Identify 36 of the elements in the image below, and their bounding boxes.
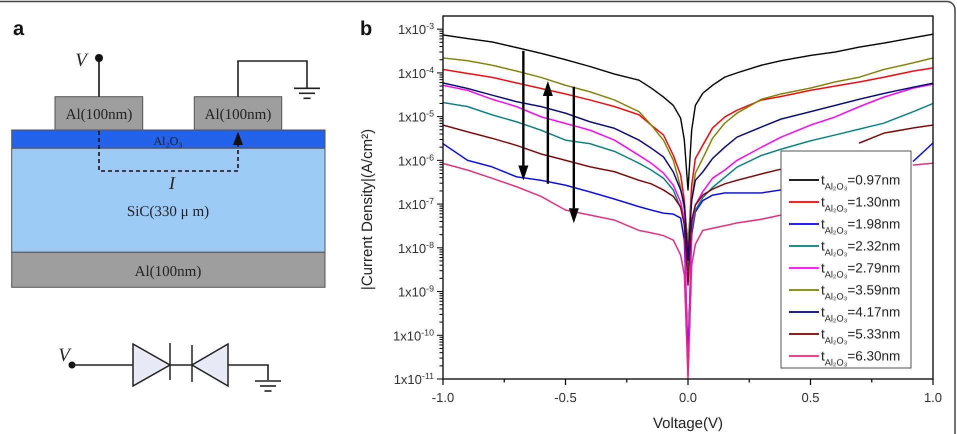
text: Al(100nm): [134, 264, 202, 280]
legend-label: t$_{Al₂O₃}$=2.32nm: [821, 238, 900, 258]
legend-label: t$_{Al₂O₃}$=2.79nm: [821, 260, 900, 280]
x-tick-label: -0.5: [554, 390, 577, 405]
legend-label: t$_{Al₂O₃}$=3.59nm: [821, 282, 900, 302]
y-tick-label: 1x10$^{-5}$: [398, 108, 434, 125]
y-tick-label: 1x10$^{-8}$: [398, 240, 434, 256]
x-tick-label: 1.0: [924, 390, 942, 405]
text: Al₂O₃: [153, 134, 183, 148]
text: V: [75, 50, 90, 71]
y-tick-label: 1x10$^{-3}$: [398, 21, 434, 38]
legend-label: t$_{Al₂O₃}$=6.30nm: [821, 348, 900, 368]
legend-label: t$_{Al₂O₃}$=1.98nm: [821, 216, 900, 236]
text: a: [13, 18, 25, 40]
y-axis-title: |Current Density|(A/cm²): [359, 128, 376, 290]
text: I: [168, 173, 176, 193]
legend-label: t$_{Al₂O₃}$=1.30nm: [821, 194, 900, 214]
text: Al(100nm): [66, 107, 132, 123]
chart-title: b: [360, 18, 372, 40]
x-tick-label: 0.5: [801, 390, 820, 405]
y-tick-label: 1x10$^{-4}$: [398, 64, 434, 81]
legend-label: t$_{Al₂O₃}$=4.17nm: [821, 304, 900, 324]
y-tick-label: 1x10$^{-7}$: [398, 196, 434, 212]
line-series: [442, 102, 934, 271]
text: Al(100nm): [204, 107, 272, 123]
text: V: [58, 345, 72, 366]
y-tick-label: 1x10$^{-6}$: [398, 152, 434, 168]
legend-label: t$_{Al₂O₃}$=0.97nm: [821, 172, 900, 192]
text: SiC(330 μ m): [126, 204, 210, 220]
x-tick-label: -1.0: [432, 390, 454, 405]
x-axis-title: Voltage(V): [652, 415, 724, 432]
y-tick-label: 1x10$^{-10}$: [393, 327, 434, 344]
y-tick-label: 1x10$^{-9}$: [398, 284, 434, 300]
y-tick-label: 1x10$^{-11}$: [394, 371, 434, 387]
x-tick-label: 0.0: [678, 390, 698, 405]
legend-label: t$_{Al₂O₃}$=5.33nm: [821, 326, 900, 346]
